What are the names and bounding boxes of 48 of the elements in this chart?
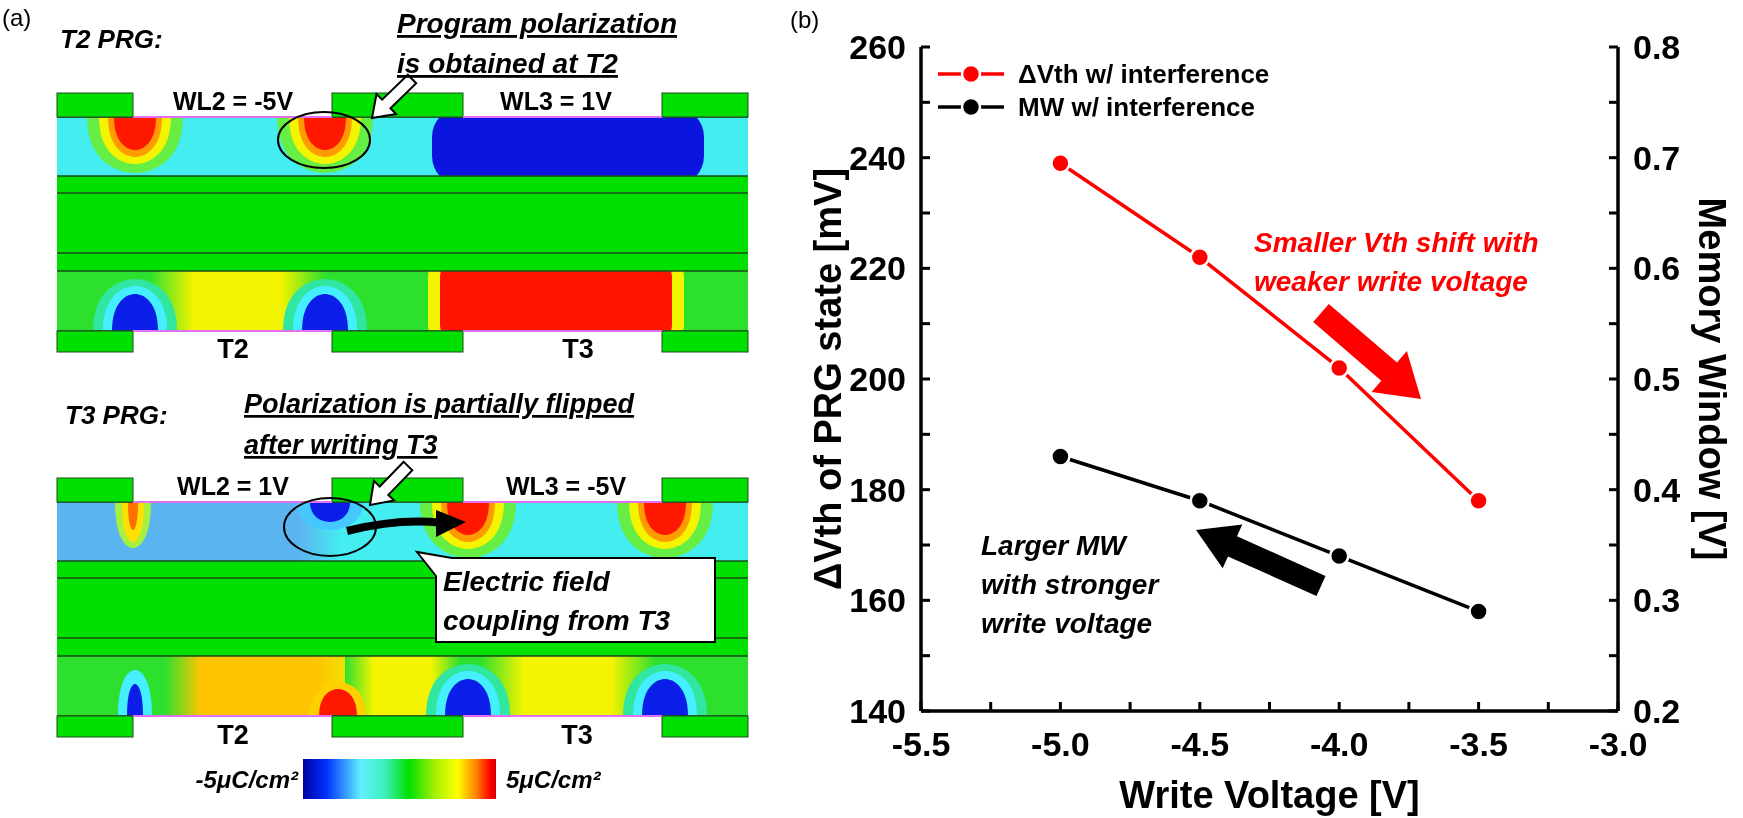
y2-tick-label: 0.3 [1633, 581, 1681, 620]
legend-label: ΔVth w/ interference [1018, 59, 1270, 89]
y2-tick-label: 0.4 [1633, 470, 1681, 509]
y-axis-title: ΔVth of PRG state [mV] [807, 167, 849, 591]
text: T3 [562, 334, 594, 364]
y2-axis-title: Memory Window [V] [1691, 197, 1733, 561]
y-tick-label: 240 [849, 138, 906, 177]
annotation: Smaller Vth shift with weaker write voltage [1254, 227, 1539, 297]
text: WL2 = -5V [172, 87, 294, 115]
chart-title: (b) [790, 6, 820, 33]
text: -5μC/cm² [195, 766, 299, 793]
text: WL2 = 1V [177, 472, 290, 500]
x-tick-label: -3.5 [1449, 725, 1508, 764]
point [1189, 490, 1211, 511]
x-tick-label: -4.5 [1170, 725, 1230, 764]
point [1328, 545, 1350, 567]
point [1189, 247, 1211, 268]
text: T3 PRG: [65, 400, 168, 430]
y2-tick-label: 0.5 [1633, 360, 1681, 399]
text: T3 [561, 720, 593, 750]
text: Program polarization is obtained at T2 [397, 8, 678, 79]
text: Electric field coupling from T3 [443, 566, 671, 636]
y-tick-label: 200 [849, 360, 906, 399]
text: WL3 = -5V [505, 472, 627, 500]
legend-label: MW w/ interference [1018, 92, 1255, 122]
text: T2 PRG: [60, 24, 163, 54]
y-tick-label: 160 [849, 581, 906, 620]
point [1050, 152, 1071, 174]
text: (a) [2, 4, 32, 31]
point [1468, 601, 1489, 622]
point [1328, 357, 1350, 379]
y-tick-label: 220 [849, 249, 906, 288]
y-tick-label: 260 [849, 28, 906, 67]
y-tick-label: 180 [849, 470, 906, 509]
x-tick-label: -5.0 [1031, 725, 1090, 764]
text: Polarization is partially flipped after writing T3 [244, 389, 635, 460]
point [1468, 490, 1489, 511]
y2-tick-label: 0.7 [1633, 138, 1681, 177]
annotation: Larger MW with stronger write voltage [981, 530, 1161, 639]
text: T2 [217, 334, 249, 364]
x-tick-label: -4.0 [1309, 725, 1369, 764]
text: WL3 = 1V [500, 87, 613, 115]
text: T2 [217, 720, 249, 750]
text: 5μC/cm² [506, 766, 602, 793]
y2-tick-label: 0.8 [1633, 28, 1681, 67]
x-axis-title: Write Voltage [V] [1119, 774, 1420, 816]
y2-tick-label: 0.6 [1633, 249, 1681, 288]
point [1050, 446, 1071, 467]
